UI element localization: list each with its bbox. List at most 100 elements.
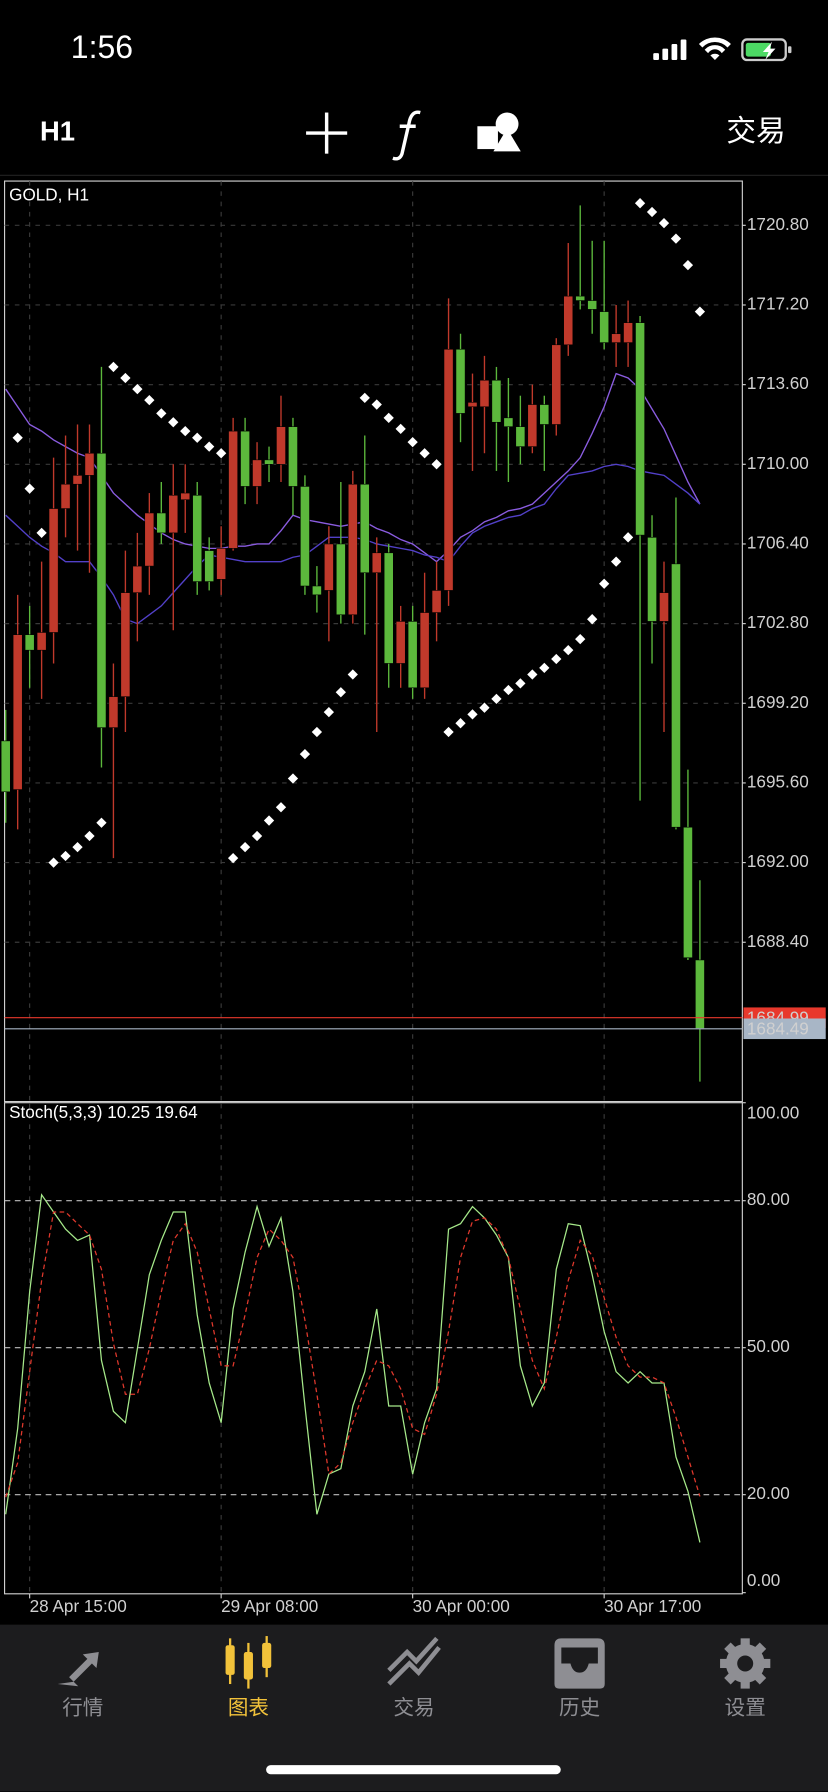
status-icons <box>653 37 792 62</box>
candle-body <box>324 543 334 591</box>
sar-dot <box>12 432 23 443</box>
candle-body <box>383 552 394 664</box>
candle-body <box>144 512 155 567</box>
candle-body <box>312 585 322 596</box>
candle-body <box>539 404 550 425</box>
sar-dot <box>395 423 406 435</box>
y-tick-label: 20.00 <box>747 1483 790 1503</box>
candle-body <box>84 452 95 476</box>
candle-body <box>300 486 310 587</box>
sar-dot <box>132 383 143 395</box>
candle-body <box>60 483 71 509</box>
candle-body <box>72 475 83 485</box>
sar-dot <box>634 198 646 209</box>
candle-body <box>347 483 358 616</box>
home-indicator <box>266 1765 561 1775</box>
tab[interactable]: 设置 <box>720 1638 771 1720</box>
indicators-button[interactable] <box>392 110 421 161</box>
price-label-bg <box>743 1018 826 1040</box>
y-tick-label: 0.00 <box>747 1570 780 1590</box>
candle-body <box>659 592 669 622</box>
tabs: 行情 图表 交易 历史 设置 <box>57 1636 771 1720</box>
candle-body <box>264 459 274 465</box>
candle-body <box>156 512 167 534</box>
x-tick-label: 28 Apr 15:00 <box>30 1596 127 1616</box>
candle-body <box>216 548 227 580</box>
stoch-value: 19.64 <box>155 1102 198 1122</box>
tab[interactable]: 历史 <box>554 1638 605 1720</box>
candle-body <box>288 426 298 487</box>
stoch-line <box>5 1193 701 1543</box>
tab[interactable]: 图表 <box>225 1636 272 1720</box>
candle-body <box>503 417 514 427</box>
stoch-value: 10.25 <box>107 1102 150 1122</box>
x-tick-label: 30 Apr 17:00 <box>604 1596 701 1616</box>
tab-bar <box>0 1624 828 1792</box>
candle-body <box>515 426 526 447</box>
candle-body <box>671 563 681 828</box>
candle-body <box>132 565 143 593</box>
candle-body <box>491 379 502 423</box>
candle-body <box>563 295 574 346</box>
sar-dot <box>192 432 203 443</box>
objects-button[interactable] <box>477 112 521 152</box>
sar-dot <box>682 260 694 271</box>
sar-dot <box>311 726 323 738</box>
sar-dot <box>503 684 514 696</box>
y-tick-label: 1710.00 <box>747 453 809 473</box>
candle-body <box>599 311 610 343</box>
candle-body <box>96 452 107 728</box>
crosshair-button[interactable] <box>306 112 348 154</box>
sar-dot <box>216 448 227 459</box>
candle-body <box>455 348 466 414</box>
status-time: 1:56 <box>71 29 133 65</box>
y-tick-label: 100.00 <box>747 1103 799 1123</box>
price-chart: 1720.80 1717.20 1713.60 1710.00 1706.40 1702.… <box>0 181 826 1616</box>
candle-body <box>395 621 406 664</box>
tab-icon <box>225 1636 272 1689</box>
y-tick-label: 1699.20 <box>747 692 809 712</box>
candle-body <box>204 550 215 582</box>
candle-body <box>551 344 562 425</box>
tab[interactable]: 交易 <box>387 1636 441 1720</box>
y-tick-label: 1720.80 <box>747 214 809 234</box>
candle-body <box>623 322 633 343</box>
stoch-title: Stoch(5,3,3) 10.25 19.64 <box>9 1102 198 1122</box>
candle-body <box>24 634 35 651</box>
y-tick-label: 1692.00 <box>747 851 809 871</box>
y-tick-label: 80.00 <box>747 1189 790 1209</box>
sar-dot <box>48 857 59 868</box>
tab-label: 图表 <box>228 1697 269 1720</box>
sar-dot <box>419 448 430 459</box>
sar-dot <box>60 850 71 862</box>
candle-body <box>276 426 286 465</box>
stoch-chart: 100.00 80.00 50.00 20.00 0.00 Stoch(5,3,3) 10… <box>4 1102 799 1594</box>
sar-dot <box>551 653 562 665</box>
candle-body <box>108 696 119 728</box>
chart-title: GOLD, H1 <box>9 184 89 204</box>
candle-body <box>683 826 693 959</box>
candle-body <box>419 612 430 689</box>
candle-body <box>240 430 250 487</box>
timeframe-button[interactable]: H1 <box>40 115 75 146</box>
candle-body <box>467 402 478 408</box>
candle-body <box>180 492 191 500</box>
x-tick-label: 30 Apr 00:00 <box>413 1596 510 1616</box>
candle-body <box>611 333 621 343</box>
sar-dot <box>443 726 454 738</box>
tab-icon <box>554 1638 605 1689</box>
candle-body <box>120 592 131 697</box>
y-tick-label: 1713.60 <box>747 373 809 393</box>
sar-dot <box>227 853 239 864</box>
candle-body <box>335 543 346 616</box>
candle-body <box>575 295 586 301</box>
sar-dot <box>156 408 167 419</box>
stoch-name: Stoch(5,3,3) <box>9 1102 102 1122</box>
tab-label: 交易 <box>393 1697 434 1720</box>
trade-button[interactable]: 交易 <box>726 115 785 148</box>
candle-body <box>36 632 47 651</box>
tab[interactable]: 行情 <box>57 1652 104 1720</box>
